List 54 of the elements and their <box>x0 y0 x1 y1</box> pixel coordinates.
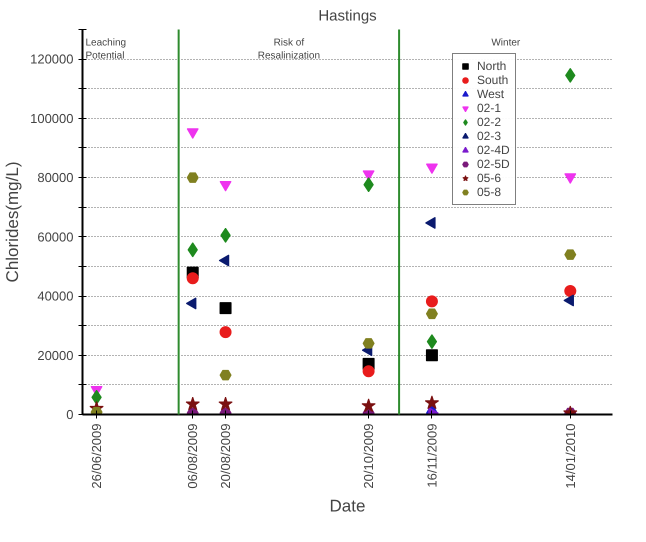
point <box>426 349 438 362</box>
y-tick-label: 40000 <box>37 288 74 304</box>
x-tick-label: 20/10/2009 <box>361 423 376 489</box>
point <box>426 308 438 320</box>
point <box>220 181 232 192</box>
point <box>564 285 576 297</box>
point <box>361 398 376 412</box>
y-tick-label: 80000 <box>37 170 74 186</box>
legend-label: 02-1 <box>477 101 502 115</box>
point <box>424 395 440 410</box>
legend-label: 02-2 <box>477 115 502 129</box>
y-axis-title: Chlorides(mg/L) <box>3 162 22 282</box>
point <box>426 164 438 174</box>
legend-label: West <box>477 87 504 101</box>
x-axis-title: Date <box>330 496 366 516</box>
legend-label: 02-5D <box>477 157 510 171</box>
point <box>220 228 231 243</box>
chart-title: Hastings <box>318 8 377 24</box>
point <box>425 216 436 229</box>
point <box>186 172 199 183</box>
point <box>220 326 232 338</box>
x-tick-label: 06/08/2009 <box>185 423 200 489</box>
point <box>426 334 438 350</box>
point <box>220 302 232 314</box>
point <box>218 396 233 410</box>
point <box>91 390 102 405</box>
legend-label: 05-6 <box>477 171 502 185</box>
legend-label: 02-4D <box>477 143 510 157</box>
point <box>362 365 375 378</box>
point <box>186 128 199 139</box>
legend-label: 05-8 <box>477 185 502 199</box>
annotation: Winter <box>491 38 521 48</box>
point <box>186 272 199 284</box>
point <box>426 295 438 308</box>
y-tick-label: 120000 <box>30 52 74 67</box>
point <box>363 177 374 192</box>
x-tick-label: 20/08/2009 <box>218 423 234 489</box>
annotation: Risk of Resalinization <box>258 38 320 62</box>
point <box>220 370 232 380</box>
legend-label: 02-3 <box>477 129 502 143</box>
y-tick-label: 20000 <box>37 348 74 363</box>
legend-label: South <box>477 73 508 87</box>
annotation: Leaching Potential <box>86 38 126 62</box>
x-tick-label: 26/06/2009 <box>89 423 104 489</box>
point <box>362 338 375 349</box>
point <box>564 173 576 184</box>
y-tick-label: 0 <box>66 407 74 422</box>
x-tick-label: 16/11/2009 <box>424 423 440 488</box>
y-tick-label: 60000 <box>37 229 74 244</box>
x-tick-label: 14/01/2010 <box>562 423 578 489</box>
y-tick-label: 100000 <box>30 110 74 126</box>
point <box>564 249 576 260</box>
legend-label: North <box>477 59 506 73</box>
point <box>186 396 200 410</box>
